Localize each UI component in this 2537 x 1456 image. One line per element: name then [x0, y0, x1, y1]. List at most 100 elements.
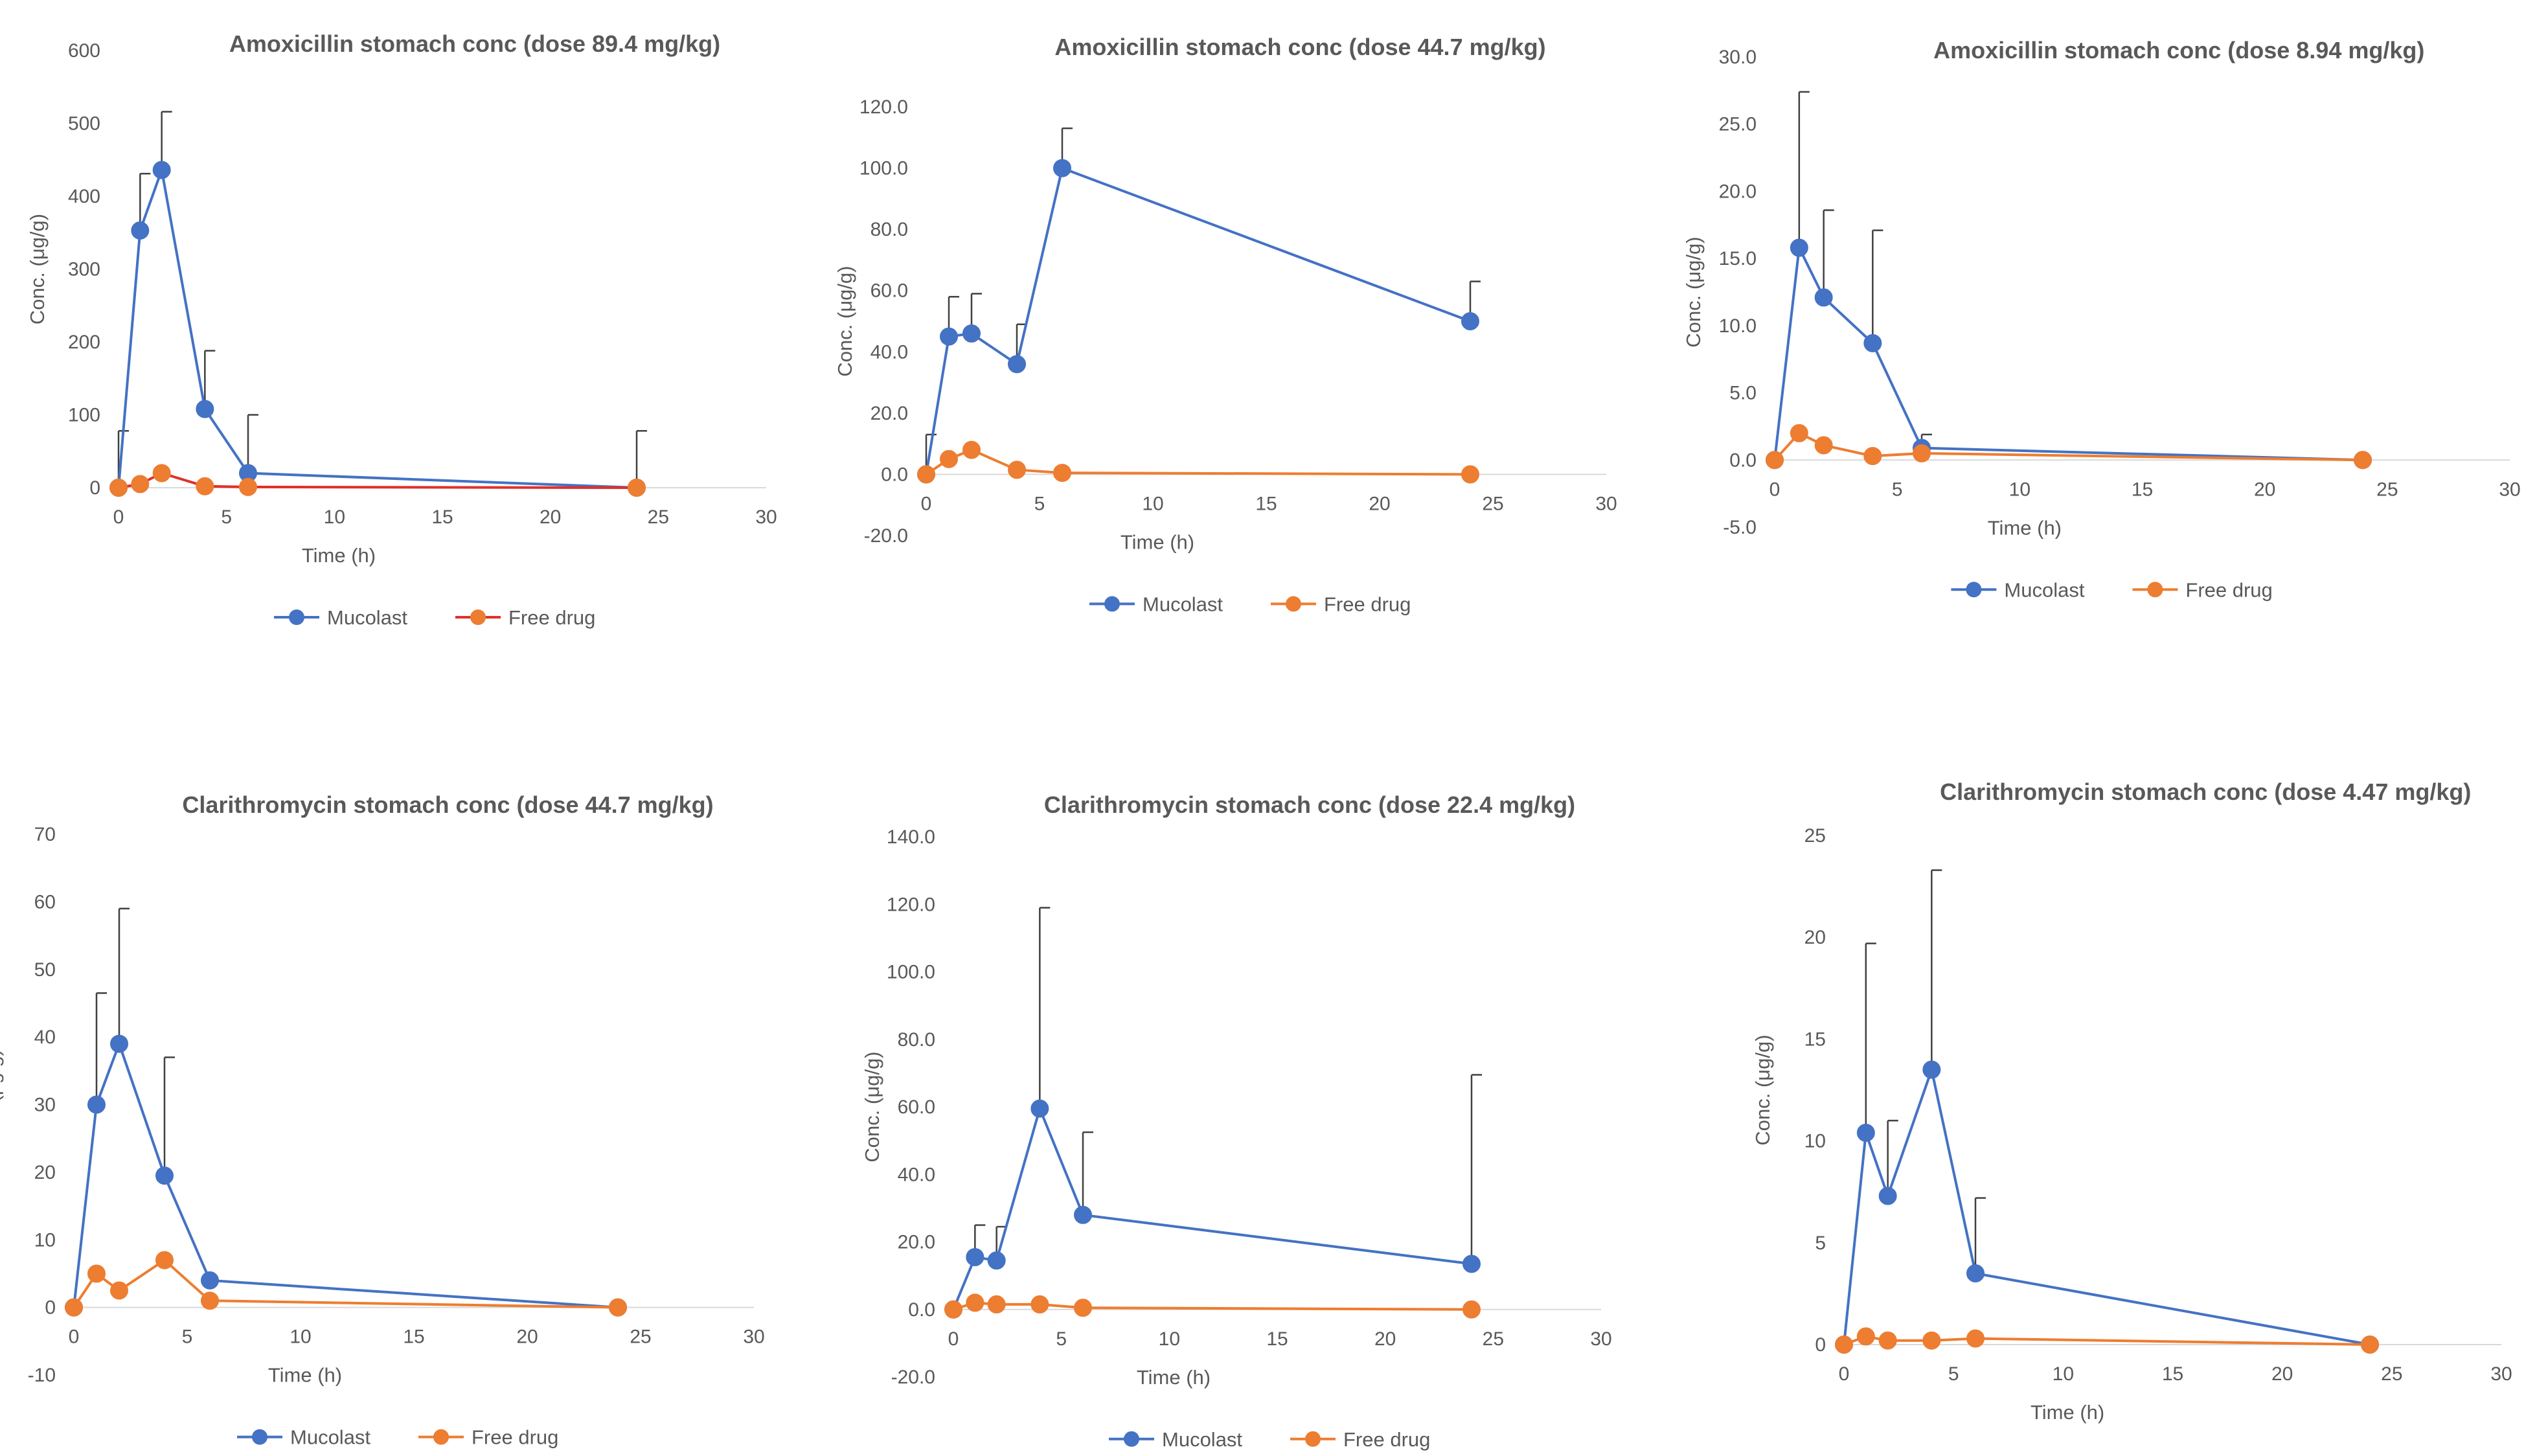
y-tick-label: 5 [1815, 1233, 1826, 1254]
free-drug-point [1462, 1300, 1481, 1319]
mucolast-point [1922, 1060, 1941, 1079]
y-tick-label: 20 [1804, 927, 1826, 948]
y-tick-label: 25.0 [1719, 114, 1757, 135]
mucolast-point [966, 1247, 984, 1266]
free-drug-point [1913, 444, 1931, 462]
x-tick-label: 10 [1159, 1328, 1180, 1350]
free-drug-point [1878, 1331, 1897, 1350]
y-tick-label: 200 [68, 332, 100, 353]
x-axis-title: Time (h) [1121, 530, 1194, 553]
x-tick-label: 10 [2053, 1363, 2074, 1385]
y-tick-label: 80.0 [870, 219, 908, 240]
y-tick-label: 300 [68, 259, 100, 280]
free-drug-point [1835, 1336, 1853, 1354]
chart-title: Clarithromycin stomach conc (dose 4.47 m… [1940, 779, 2471, 805]
legend-label-mucolast: Mucolast [327, 606, 407, 629]
free-drug-point [1966, 1329, 1985, 1348]
mucolast-point [987, 1251, 1006, 1270]
free-drug-point [966, 1293, 984, 1312]
chart-clarithromycin-44-7: Clarithromycin stomach conc (dose 44.7 m… [0, 791, 765, 1449]
legend-label-mucolast: Mucolast [2004, 578, 2084, 601]
free-drug-point [1074, 1299, 1092, 1317]
y-tick-label: 40.0 [870, 341, 908, 363]
free-drug-point [196, 477, 214, 495]
y-tick-label: 70 [34, 824, 56, 845]
panel-amoxicillin-89-4: Amoxicillin stomach conc (dose 89.4 mg/k… [0, 0, 842, 648]
mucolast-point [1790, 238, 1808, 257]
mucolast-point [1462, 1255, 1481, 1273]
x-tick-label: 10 [2009, 479, 2031, 500]
x-tick-label: 20 [540, 506, 561, 528]
mucolast-point [1814, 288, 1833, 307]
mucolast-point [87, 1095, 106, 1114]
y-tick-label: 20.0 [870, 403, 908, 424]
free-drug-point [987, 1295, 1006, 1314]
y-tick-label: 600 [68, 40, 100, 62]
y-tick-label: 0.0 [1729, 449, 1757, 471]
free-drug-point [65, 1298, 83, 1317]
x-tick-label: 25 [1482, 493, 1503, 514]
free-drug-point [239, 477, 257, 496]
free-drug-point [87, 1264, 106, 1283]
free-drug-series-line [925, 448, 1471, 476]
chart-amoxicillin-8-94: Amoxicillin stomach conc (dose 8.94 mg/k… [1682, 37, 2521, 601]
legend-swatch-marker-free-drug [1286, 596, 1301, 612]
mucolast-point [1966, 1264, 1985, 1282]
y-tick-label: 20.0 [898, 1232, 935, 1253]
mucolast-series-line [117, 165, 637, 489]
y-tick-label: 120.0 [859, 97, 908, 118]
x-tick-label: 15 [2162, 1363, 2183, 1385]
mucolast-point [152, 161, 171, 179]
mucolast-point [1053, 159, 1071, 177]
x-tick-label: 15 [1266, 1328, 1288, 1350]
y-tick-label: 0 [89, 477, 100, 499]
y-axis-title: Conc. (μg/g) [834, 266, 856, 376]
free-drug-point [201, 1291, 219, 1310]
x-tick-label: 0 [1839, 1363, 1850, 1385]
y-tick-label: 15 [1804, 1029, 1826, 1050]
panel-clarithromycin-22-4: Clarithromycin stomach conc (dose 22.4 m… [842, 745, 1684, 1451]
y-tick-label: 0 [45, 1297, 56, 1319]
free-drug-point [1863, 447, 1882, 466]
mucolast-point [962, 324, 981, 343]
x-tick-label: 25 [648, 506, 669, 528]
y-tick-label: 500 [68, 113, 100, 135]
free-drug-point [962, 440, 981, 459]
x-tick-label: 30 [743, 1326, 764, 1348]
x-tick-label: 20 [516, 1326, 538, 1348]
y-axis-title: Conc. (μg/g) [0, 1049, 4, 1160]
x-tick-label: 20 [1369, 493, 1390, 514]
x-axis-title: Time (h) [302, 544, 376, 567]
x-tick-label: 25 [630, 1326, 651, 1348]
chart-amoxicillin-89-4: Amoxicillin stomach conc (dose 89.4 mg/k… [26, 30, 777, 629]
free-drug-point [1856, 1327, 1875, 1346]
y-tick-label: -20.0 [864, 525, 908, 547]
y-tick-label: -10 [28, 1365, 56, 1386]
free-drug-point [1008, 461, 1026, 479]
mucolast-point [1461, 312, 1479, 330]
y-tick-label: 100 [68, 405, 100, 426]
y-tick-label: 10 [34, 1229, 56, 1251]
free-drug-series-line [1773, 431, 2363, 462]
y-tick-label: 100.0 [887, 962, 935, 983]
y-tick-label: 25 [1804, 825, 1826, 847]
mucolast-point [1030, 1099, 1049, 1118]
mucolast-point [155, 1166, 174, 1185]
y-tick-label: 80.0 [898, 1029, 935, 1051]
x-tick-label: 30 [2490, 1363, 2512, 1385]
panel-clarithromycin-44-7: Clarithromycin stomach conc (dose 44.7 m… [0, 745, 842, 1449]
chart-title: Clarithromycin stomach conc (dose 44.7 m… [182, 791, 713, 818]
mucolast-point [1863, 334, 1882, 352]
y-tick-label: 20 [34, 1162, 56, 1183]
x-tick-label: 0 [921, 493, 932, 514]
mucolast-point [1074, 1205, 1092, 1224]
legend-label-free-drug: Free drug [508, 606, 595, 629]
mucolast-series-line [1773, 243, 2363, 462]
free-drug-point [1053, 464, 1071, 483]
free-drug-point [1766, 451, 1784, 470]
mucolast-point [1008, 355, 1026, 374]
free-drug-point [1922, 1331, 1941, 1350]
chart-clarithromycin-22-4: Clarithromycin stomach conc (dose 22.4 m… [861, 791, 1612, 1451]
free-drug-point [152, 464, 171, 483]
x-tick-label: 0 [948, 1328, 959, 1350]
